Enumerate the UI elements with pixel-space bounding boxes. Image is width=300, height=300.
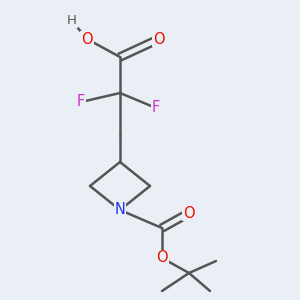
Text: O: O [156, 250, 168, 266]
Text: H: H [67, 14, 77, 28]
Text: F: F [77, 94, 85, 110]
Text: N: N [115, 202, 125, 217]
Text: O: O [153, 32, 165, 46]
Text: F: F [152, 100, 160, 116]
Text: O: O [183, 206, 195, 220]
Text: O: O [81, 32, 93, 46]
